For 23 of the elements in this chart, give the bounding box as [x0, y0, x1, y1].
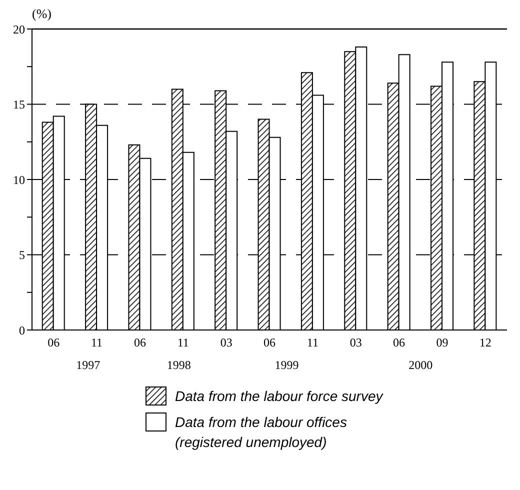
- y-tick-label: 5: [19, 248, 25, 262]
- x-tick-label: 12: [479, 336, 492, 350]
- x-tick-label: 11: [177, 336, 189, 350]
- y-tick-label: 0: [19, 323, 25, 338]
- y-tick-label: 10: [13, 172, 25, 187]
- x-tick-label: 09: [436, 336, 448, 350]
- text: 2000: [408, 358, 434, 373]
- text: 1998: [166, 358, 192, 373]
- text: 1997: [75, 358, 102, 373]
- x-tick-label: 03: [350, 336, 362, 350]
- x-tick-label: 11: [90, 336, 103, 350]
- x-tick-label: 06: [48, 336, 60, 350]
- x-tick-label: 06: [134, 336, 146, 350]
- text: 1999: [274, 358, 300, 373]
- legend-label: Data from the labour force survey: [175, 387, 383, 406]
- y-tick-label: 20: [13, 22, 25, 36]
- x-tick-label: 06: [393, 336, 406, 350]
- legend-label: Data from the labour offices (registered unemployed): [175, 413, 348, 452]
- y-tick-label: 15: [13, 98, 25, 112]
- x-tick-label: 06: [264, 336, 276, 350]
- x-tick-label: 11: [306, 336, 318, 350]
- y-axis-title: (%): [32, 6, 52, 22]
- x-tick-label: 03: [220, 336, 232, 350]
